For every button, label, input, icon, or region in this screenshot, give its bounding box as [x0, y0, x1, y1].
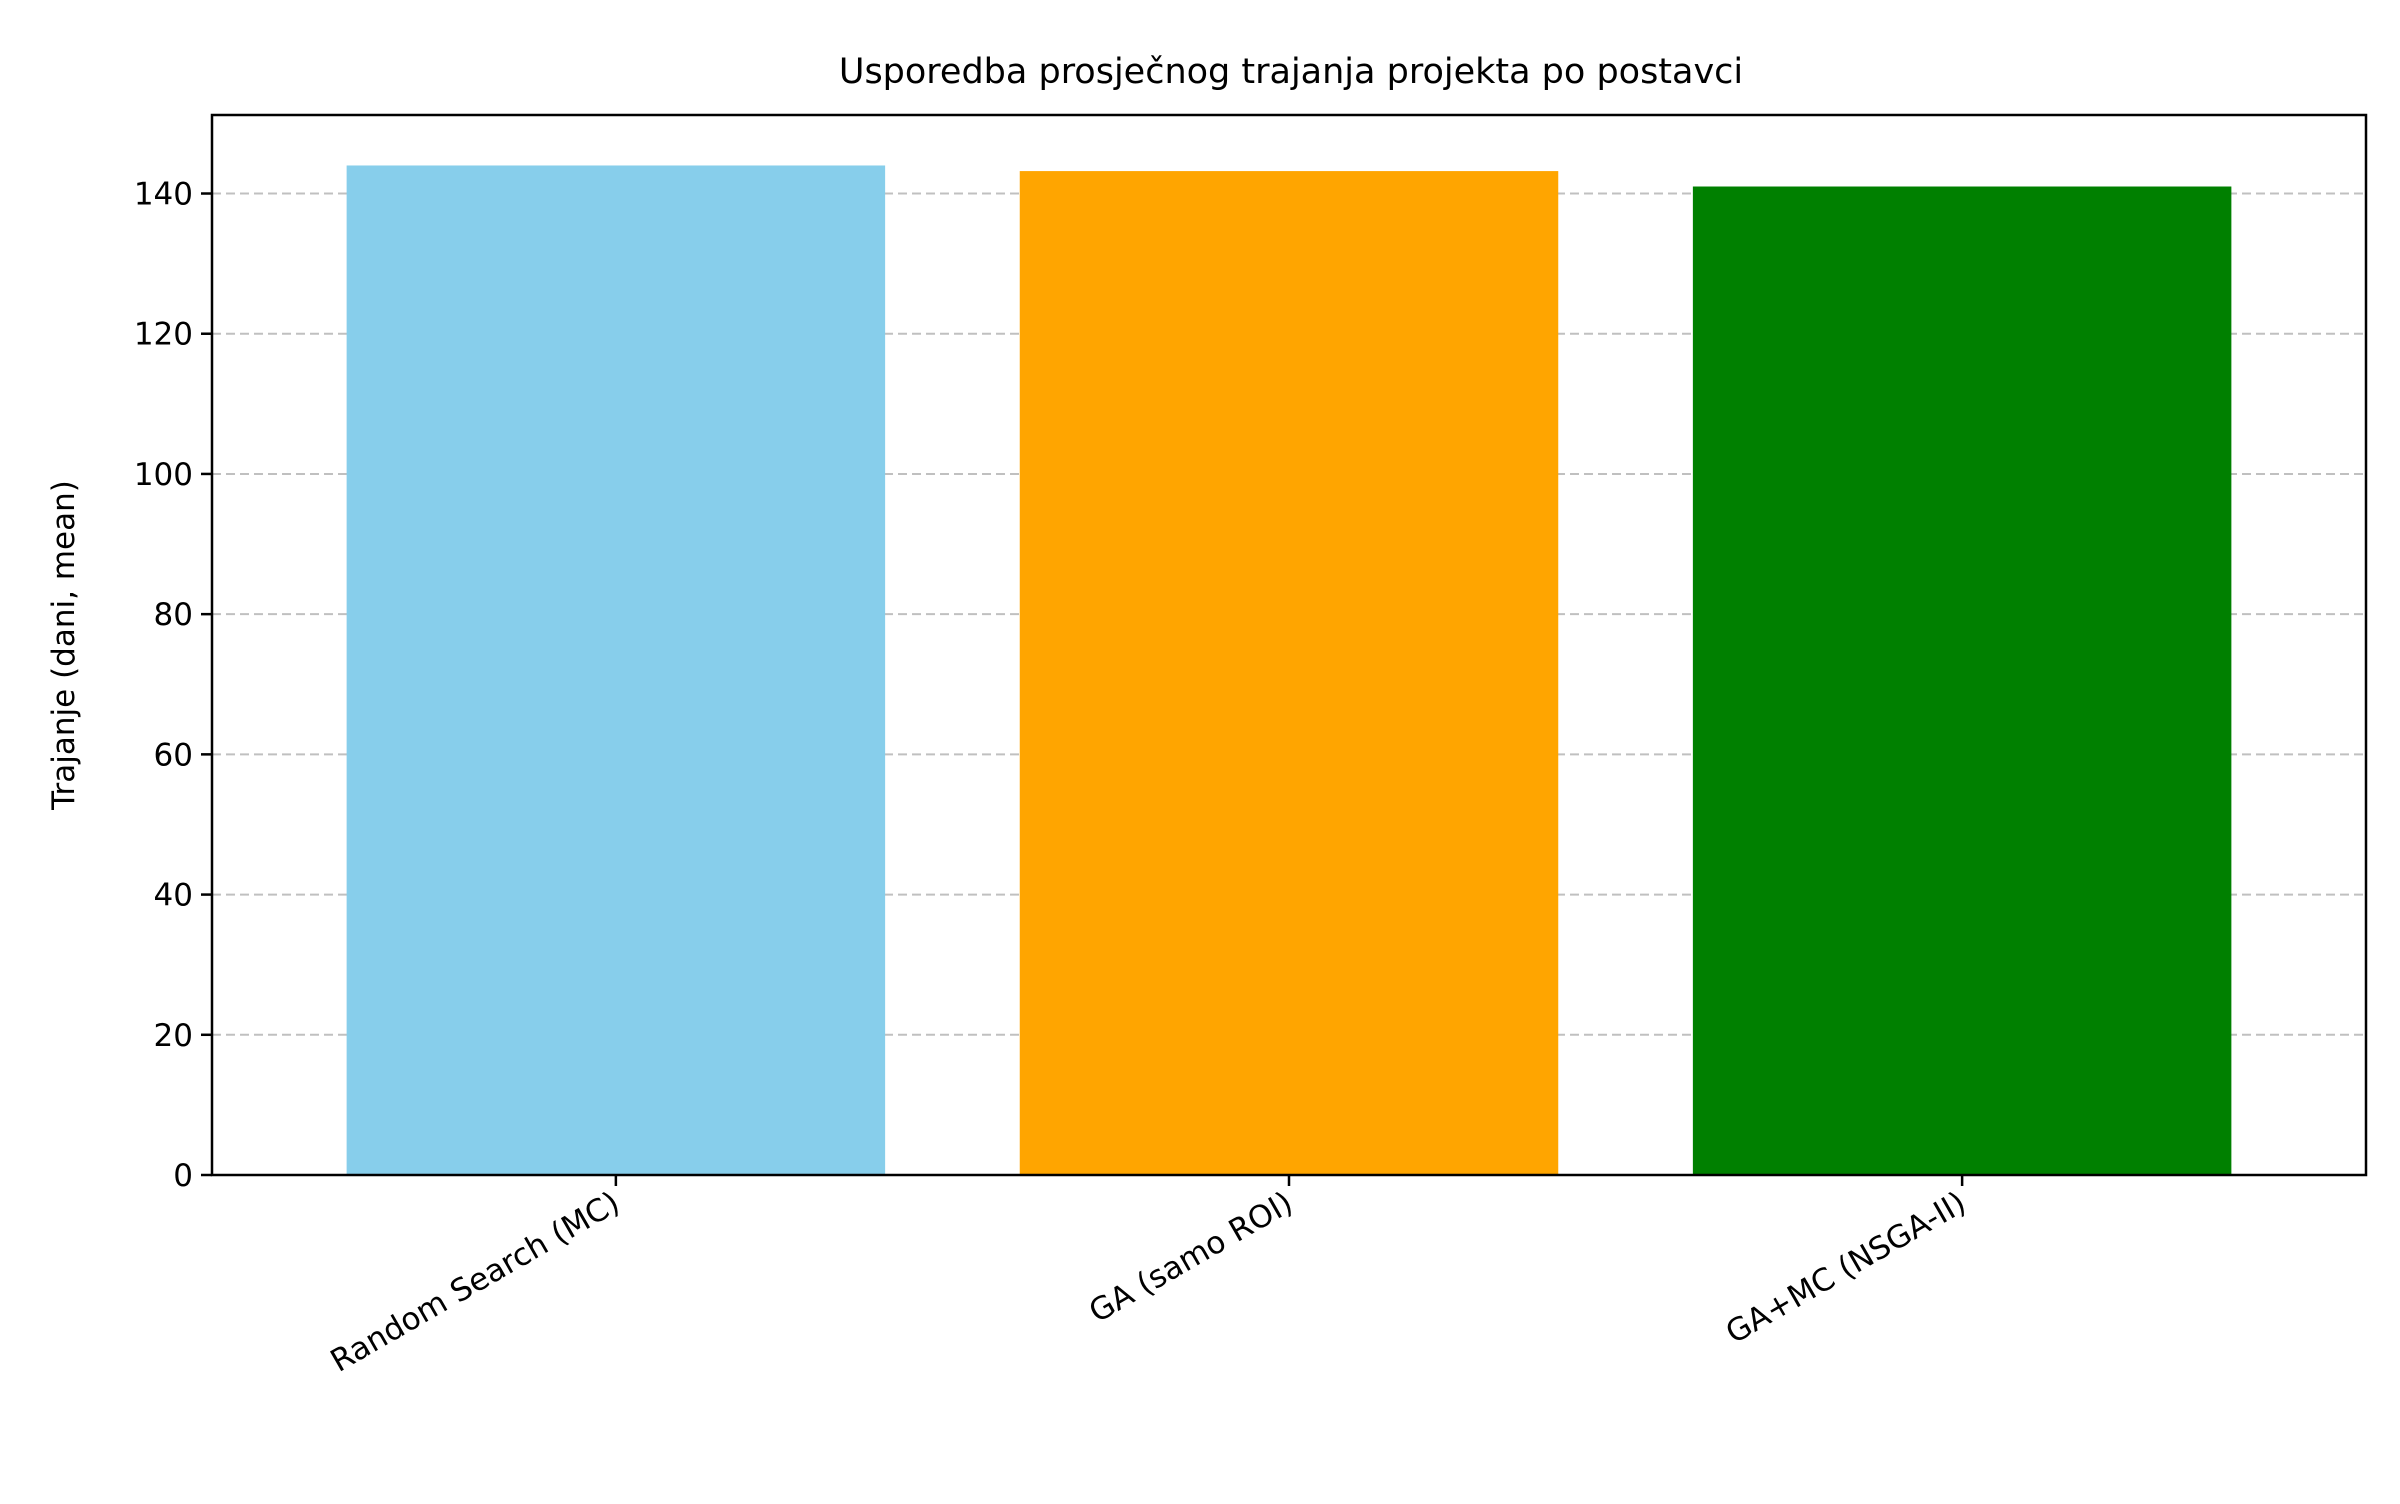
y-tick-label: 20: [154, 1018, 193, 1054]
bars: [346, 165, 2232, 1175]
bar: [1692, 186, 2232, 1175]
y-tick-label: 80: [154, 597, 193, 633]
y-tick-label: 40: [154, 878, 193, 914]
chart-title: Usporedba prosječnog trajanja projekta p…: [839, 52, 1743, 92]
bar: [1019, 171, 1559, 1175]
bar: [346, 165, 886, 1175]
y-axis-label: Trajanje (dani, mean): [46, 480, 82, 811]
y-tick-label: 0: [173, 1158, 193, 1194]
y-tick-label: 100: [134, 457, 193, 493]
y-tick-label: 120: [134, 317, 193, 353]
y-tick-label: 140: [134, 177, 193, 213]
y-axis-ticks: 0 20 40 60 80 100 120 140: [134, 177, 212, 1194]
y-tick-label: 60: [154, 737, 193, 773]
